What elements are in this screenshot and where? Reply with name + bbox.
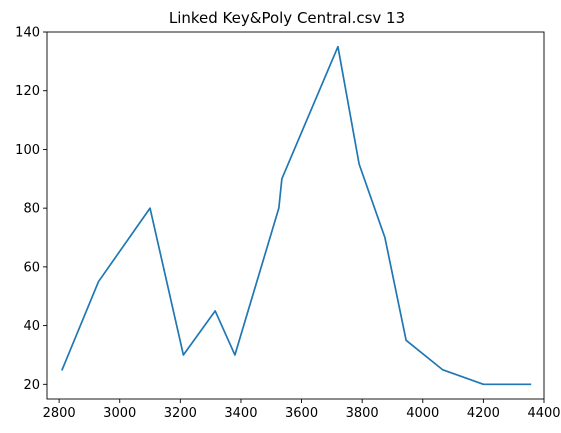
x-tick-label: 3800 xyxy=(346,406,379,421)
series-layer xyxy=(61,45,532,386)
y-tick-label: 20 xyxy=(23,378,40,393)
x-tick-label: 3600 xyxy=(285,406,318,421)
axes: 2800 3000 3200 3400 3600 3800 4000 4200 4400 20 40… xyxy=(15,26,560,422)
x-tick-label: 3000 xyxy=(103,406,136,421)
y-tick-label: 140 xyxy=(15,26,40,41)
y-tick-label: 60 xyxy=(23,260,40,275)
plot-frame xyxy=(46,31,545,400)
y-tick-label: 100 xyxy=(15,143,40,158)
y-tick-label: 120 xyxy=(15,84,40,99)
x-tick-label: 4000 xyxy=(406,406,439,421)
x-tick-label: 3400 xyxy=(224,406,257,421)
x-tick-label: 4400 xyxy=(527,406,560,421)
y-tick-label: 80 xyxy=(23,202,40,217)
series-line xyxy=(61,45,532,386)
chart-title: Linked Key&Poly Central.csv 13 xyxy=(169,9,405,27)
x-tick-label: 4200 xyxy=(467,406,500,421)
x-tick-label: 3200 xyxy=(164,406,197,421)
y-tick-label: 40 xyxy=(23,319,40,334)
x-tick-label: 2800 xyxy=(43,406,76,421)
